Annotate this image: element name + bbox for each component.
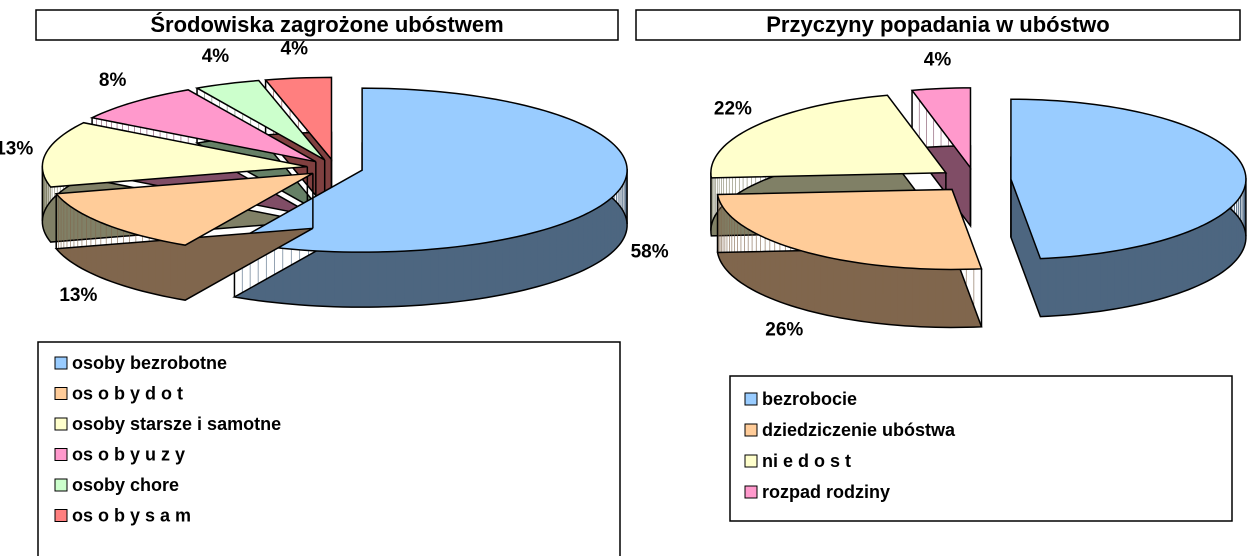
legend-swatch <box>744 392 758 406</box>
legend-swatch <box>54 509 68 522</box>
slice <box>710 94 948 179</box>
data-label: 4% <box>202 46 230 67</box>
legend-label: os o b y d o t <box>72 383 183 403</box>
legend-swatch <box>54 356 68 370</box>
slice-edge <box>716 194 983 327</box>
data-label: 13% <box>0 138 33 159</box>
legend-label: os o b y u z y <box>72 444 185 464</box>
slice <box>232 87 628 253</box>
legend-box <box>729 375 1233 522</box>
chart-title: Środowiska zagrożone ubóstwem <box>150 12 503 37</box>
legend-label: rozpad rodziny <box>762 482 890 502</box>
data-label: 8% <box>99 70 127 91</box>
legend-label: ni e d o s t <box>762 451 851 471</box>
legend-label: os o b y s a m <box>72 505 191 525</box>
slice <box>54 172 314 246</box>
slice-edge <box>55 173 314 249</box>
data-label: 22% <box>714 98 752 119</box>
legend-label: bezrobocie <box>762 389 857 409</box>
legend-swatch <box>54 448 68 461</box>
slice <box>264 76 333 162</box>
data-label: 4% <box>281 39 309 60</box>
slice <box>716 188 983 271</box>
slice-outline <box>716 246 983 329</box>
chart-title: Przyczyny popadania w ubóstwo <box>766 12 1110 37</box>
data-label: 26% <box>765 320 803 341</box>
slice-outline <box>54 227 314 301</box>
title-box <box>635 9 1241 41</box>
legend-swatch <box>54 387 68 400</box>
legend-swatch <box>744 485 758 499</box>
slice-edge <box>1010 178 1247 238</box>
slice <box>41 121 308 188</box>
slice <box>1010 98 1247 260</box>
data-label: 4% <box>924 50 952 71</box>
slice <box>910 87 972 171</box>
legend-label: dziedziczenie ubóstwa <box>762 420 956 440</box>
slice <box>89 89 317 163</box>
data-label: 58% <box>631 242 669 263</box>
legend-label: osoby bezrobotne <box>72 353 227 373</box>
legend-label: osoby chore <box>72 475 179 495</box>
legend-label: osoby starsze i samotne <box>72 414 281 434</box>
legend-swatch <box>744 454 758 468</box>
legend-swatch <box>54 417 68 431</box>
legend-swatch <box>54 478 68 492</box>
data-label: 13% <box>59 285 97 306</box>
legend-box <box>37 341 621 556</box>
slice <box>194 79 326 161</box>
legend-swatch <box>744 423 758 437</box>
title-box <box>35 9 619 41</box>
